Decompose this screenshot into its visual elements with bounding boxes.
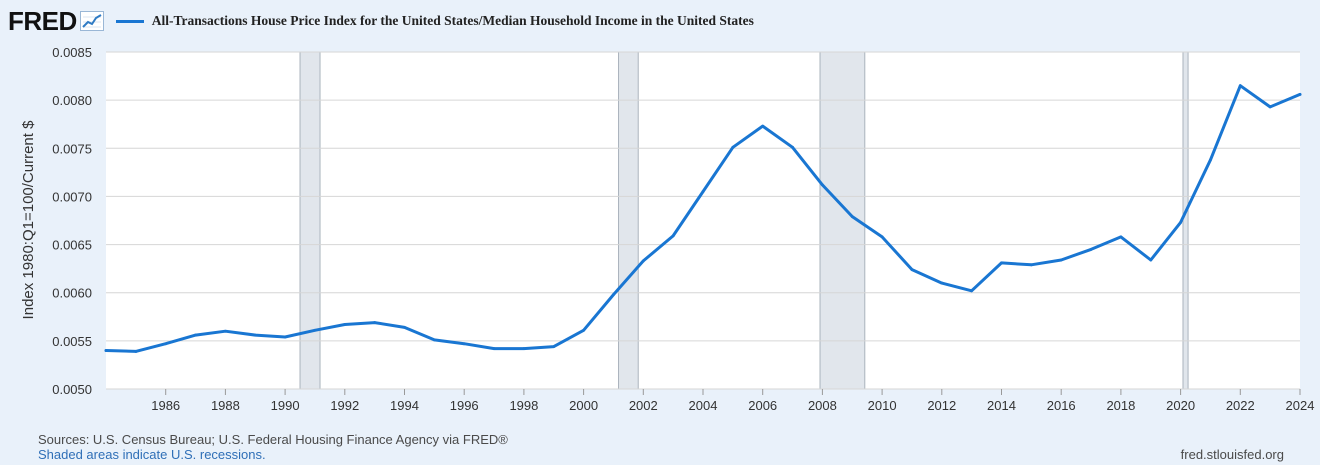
data-point xyxy=(970,289,974,293)
data-point xyxy=(1029,263,1033,267)
x-tick-label: 1996 xyxy=(450,398,479,413)
data-point xyxy=(194,333,197,337)
x-tick-label: 1986 xyxy=(151,398,180,413)
x-tick-label: 2024 xyxy=(1286,398,1315,413)
x-tick-label: 1990 xyxy=(271,398,300,413)
x-tick-label: 2022 xyxy=(1226,398,1255,413)
y-tick-label: 0.0070 xyxy=(52,189,92,204)
data-point xyxy=(1000,261,1003,265)
gridlines xyxy=(106,51,1300,390)
series-layer xyxy=(104,84,1302,353)
data-point xyxy=(1059,258,1063,262)
data-point xyxy=(671,234,675,238)
recession-band xyxy=(618,51,639,390)
data-point xyxy=(552,345,556,349)
y-tick-label: 0.0060 xyxy=(52,286,92,301)
data-point xyxy=(104,349,108,352)
data-point xyxy=(403,325,406,329)
data-point xyxy=(731,145,735,149)
y-tick-label: 0.0050 xyxy=(52,382,92,397)
chart-plot: 0.0050 0.0055 0.0060 0.0065 0.0070 0.0075 0.00… xyxy=(20,45,1314,413)
x-tick-label: 2014 xyxy=(987,398,1016,413)
data-point xyxy=(850,215,854,219)
data-point xyxy=(1268,105,1272,109)
y-tick-label: 0.0055 xyxy=(52,334,92,349)
data-point xyxy=(880,235,884,239)
data-point xyxy=(492,347,496,350)
y-tick-label: 0.0075 xyxy=(52,141,92,156)
data-point xyxy=(612,293,615,297)
sources-text: Sources: U.S. Census Bureau; U.S. Federa… xyxy=(38,432,508,447)
x-tick-label: 2002 xyxy=(629,398,658,413)
line-chart-icon xyxy=(79,11,104,31)
recession-band xyxy=(299,51,321,390)
y-tick-label: 0.0080 xyxy=(52,93,92,108)
y-tick-label: 0.0065 xyxy=(52,238,92,253)
data-point xyxy=(910,268,914,272)
data-point xyxy=(283,335,287,339)
data-point xyxy=(1238,84,1242,88)
recession-note-link[interactable]: Shaded areas indicate U.S. recessions. xyxy=(38,447,266,462)
x-tick-label: 1998 xyxy=(509,398,538,413)
data-point xyxy=(343,323,347,326)
x-axis-ticks: 1986 1988 1990 1992 1994 1996 1998 2000 2002 2004… xyxy=(151,389,1314,413)
data-point xyxy=(1179,221,1182,224)
x-tick-label: 2008 xyxy=(808,398,837,413)
x-tick-label: 2004 xyxy=(689,398,718,413)
site-url[interactable]: fred.stlouisfed.org xyxy=(1180,447,1284,462)
data-point xyxy=(1119,235,1123,239)
x-tick-label: 2010 xyxy=(868,398,897,413)
data-point xyxy=(940,281,944,285)
x-tick-label: 1994 xyxy=(390,398,419,413)
x-tick-label: 2020 xyxy=(1166,398,1195,413)
recession-band xyxy=(1182,51,1189,390)
data-point xyxy=(1149,258,1153,262)
data-point xyxy=(582,328,585,332)
y-axis-label: Index 1980:Q1=100/Current $ xyxy=(20,120,37,320)
data-point xyxy=(791,145,794,149)
data-point xyxy=(641,259,645,263)
x-tick-label: 2018 xyxy=(1106,398,1135,413)
y-tick-label: 0.0085 xyxy=(52,45,92,60)
legend-swatch xyxy=(115,19,144,23)
data-point xyxy=(1089,247,1093,251)
data-point xyxy=(373,321,377,324)
data-point xyxy=(821,183,824,187)
data-point xyxy=(701,190,705,194)
legend-label: All-Transactions House Price Index for t… xyxy=(151,13,754,28)
data-point xyxy=(164,342,168,346)
data-point xyxy=(432,338,436,342)
data-point xyxy=(313,328,317,332)
data-point xyxy=(522,347,526,350)
fred-logo[interactable]: FRED xyxy=(8,6,77,36)
x-tick-label: 2006 xyxy=(748,398,777,413)
x-tick-label: 2012 xyxy=(927,398,956,413)
data-point xyxy=(134,350,138,353)
header: FRED All-Transactions House Price Index … xyxy=(8,4,754,38)
data-point xyxy=(224,329,227,333)
data-point xyxy=(1298,92,1302,96)
data-point xyxy=(253,333,257,337)
data-point xyxy=(1209,158,1212,162)
x-tick-label: 1988 xyxy=(211,398,240,413)
data-point xyxy=(462,342,466,346)
data-point xyxy=(761,124,765,128)
x-tick-label: 1992 xyxy=(330,398,359,413)
x-tick-label: 2000 xyxy=(569,398,598,413)
x-tick-label: 2016 xyxy=(1047,398,1076,413)
y-axis-ticks: 0.0050 0.0055 0.0060 0.0065 0.0070 0.0075 0.00… xyxy=(52,45,92,397)
